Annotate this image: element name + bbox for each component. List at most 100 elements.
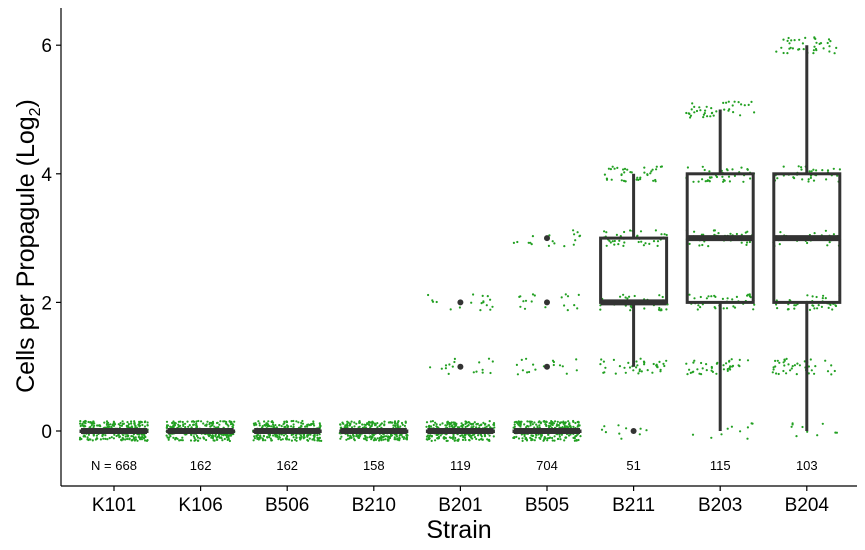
jitter-point [453,439,456,442]
jitter-point [693,105,696,108]
jitter-point [615,233,619,236]
jitter-point [626,297,629,300]
y-tick-label: 4 [41,165,52,186]
jitter-point [228,420,231,423]
jitter-point [515,435,518,438]
jitter-point [470,436,473,439]
jitter-point [118,436,121,439]
jitter-point [835,46,838,50]
jitter-point [617,424,620,427]
jitter-point [520,358,523,361]
jitter-point [614,372,617,375]
jitter-point [529,241,532,244]
jitter-point [518,424,521,427]
jitter-point [488,420,491,423]
jitter-point [739,114,742,117]
jitter-point [635,360,638,363]
jitter-point [290,420,293,423]
jitter-point [229,434,232,437]
jitter-point [702,113,706,116]
jitter-point [565,372,568,375]
jitter-point [140,438,144,441]
jitter-point [262,435,265,438]
jitter-point [104,437,107,440]
jitter-point [525,439,529,442]
jitter-point [264,439,267,442]
jitter-point [699,295,702,299]
jitter-point [605,231,608,234]
jitter-point [557,437,560,440]
jitter-point [524,299,528,302]
jitter-point [290,439,293,442]
jitter-point [819,42,823,45]
jitter-point [530,243,533,246]
jitter-point [747,103,750,106]
axes [56,8,857,491]
jitter-point [300,424,303,427]
jitter-point [539,433,543,436]
jitter-point [821,297,824,300]
jitter-point [215,438,218,441]
jitter-point [122,434,125,437]
jitter-point [79,424,82,428]
jitter-point [809,176,813,179]
jitter-point [525,357,528,360]
jitter-point [227,424,230,427]
jitter-point [258,424,261,427]
jitter-point [563,426,567,429]
jitter-point [577,420,580,423]
jitter-point [227,437,230,440]
jitter-point [656,240,660,243]
jitter-point [828,45,831,48]
jitter-point [110,436,113,439]
jitter-point [399,425,402,428]
jitter-point [364,435,367,438]
jitter-point [480,423,483,426]
jitter-point [531,423,534,426]
jitter-point [478,424,481,427]
jitter-point [624,371,627,374]
jitter-point [811,295,814,298]
jitter-point [141,423,144,427]
jitter-point [430,434,433,437]
jitter-point [564,436,567,439]
jitter-point [127,423,130,426]
jitter-point [782,369,785,373]
jitter-point [553,242,556,245]
jitter-point [481,294,484,297]
jitter-point [205,438,208,442]
jitter-point [261,425,264,428]
jitter-point [691,433,695,436]
jitter-point [712,229,716,232]
jitter-point [817,304,820,307]
jitter-point [341,421,344,424]
jitter-point [749,177,752,180]
jitter-point [692,370,695,373]
jitter-point [259,434,262,437]
jitter-point [637,178,640,181]
jitter-point [485,304,488,307]
jitter-point [635,178,638,181]
jitter-point [643,171,646,174]
jitter-point [230,420,233,423]
jitter-point [290,425,293,428]
jitter-point [782,51,785,55]
jitter-point [832,167,835,170]
jitter-point [710,436,713,439]
jitter-point [430,439,433,442]
jitter-point [740,241,743,244]
jitter-point [301,419,304,423]
jitter-point [217,434,221,438]
jitter-point [688,242,691,245]
jitter-point [106,438,109,441]
jitter-point [620,179,623,182]
jitter-point [402,437,405,440]
jitter-point [376,422,379,425]
jitter-point [460,422,463,425]
jitter-point [300,421,303,424]
jitter-point [349,436,353,439]
jitter-point [619,295,622,298]
jitter-point [450,425,453,428]
jitter-point [600,358,603,361]
jitter-point [480,302,483,305]
